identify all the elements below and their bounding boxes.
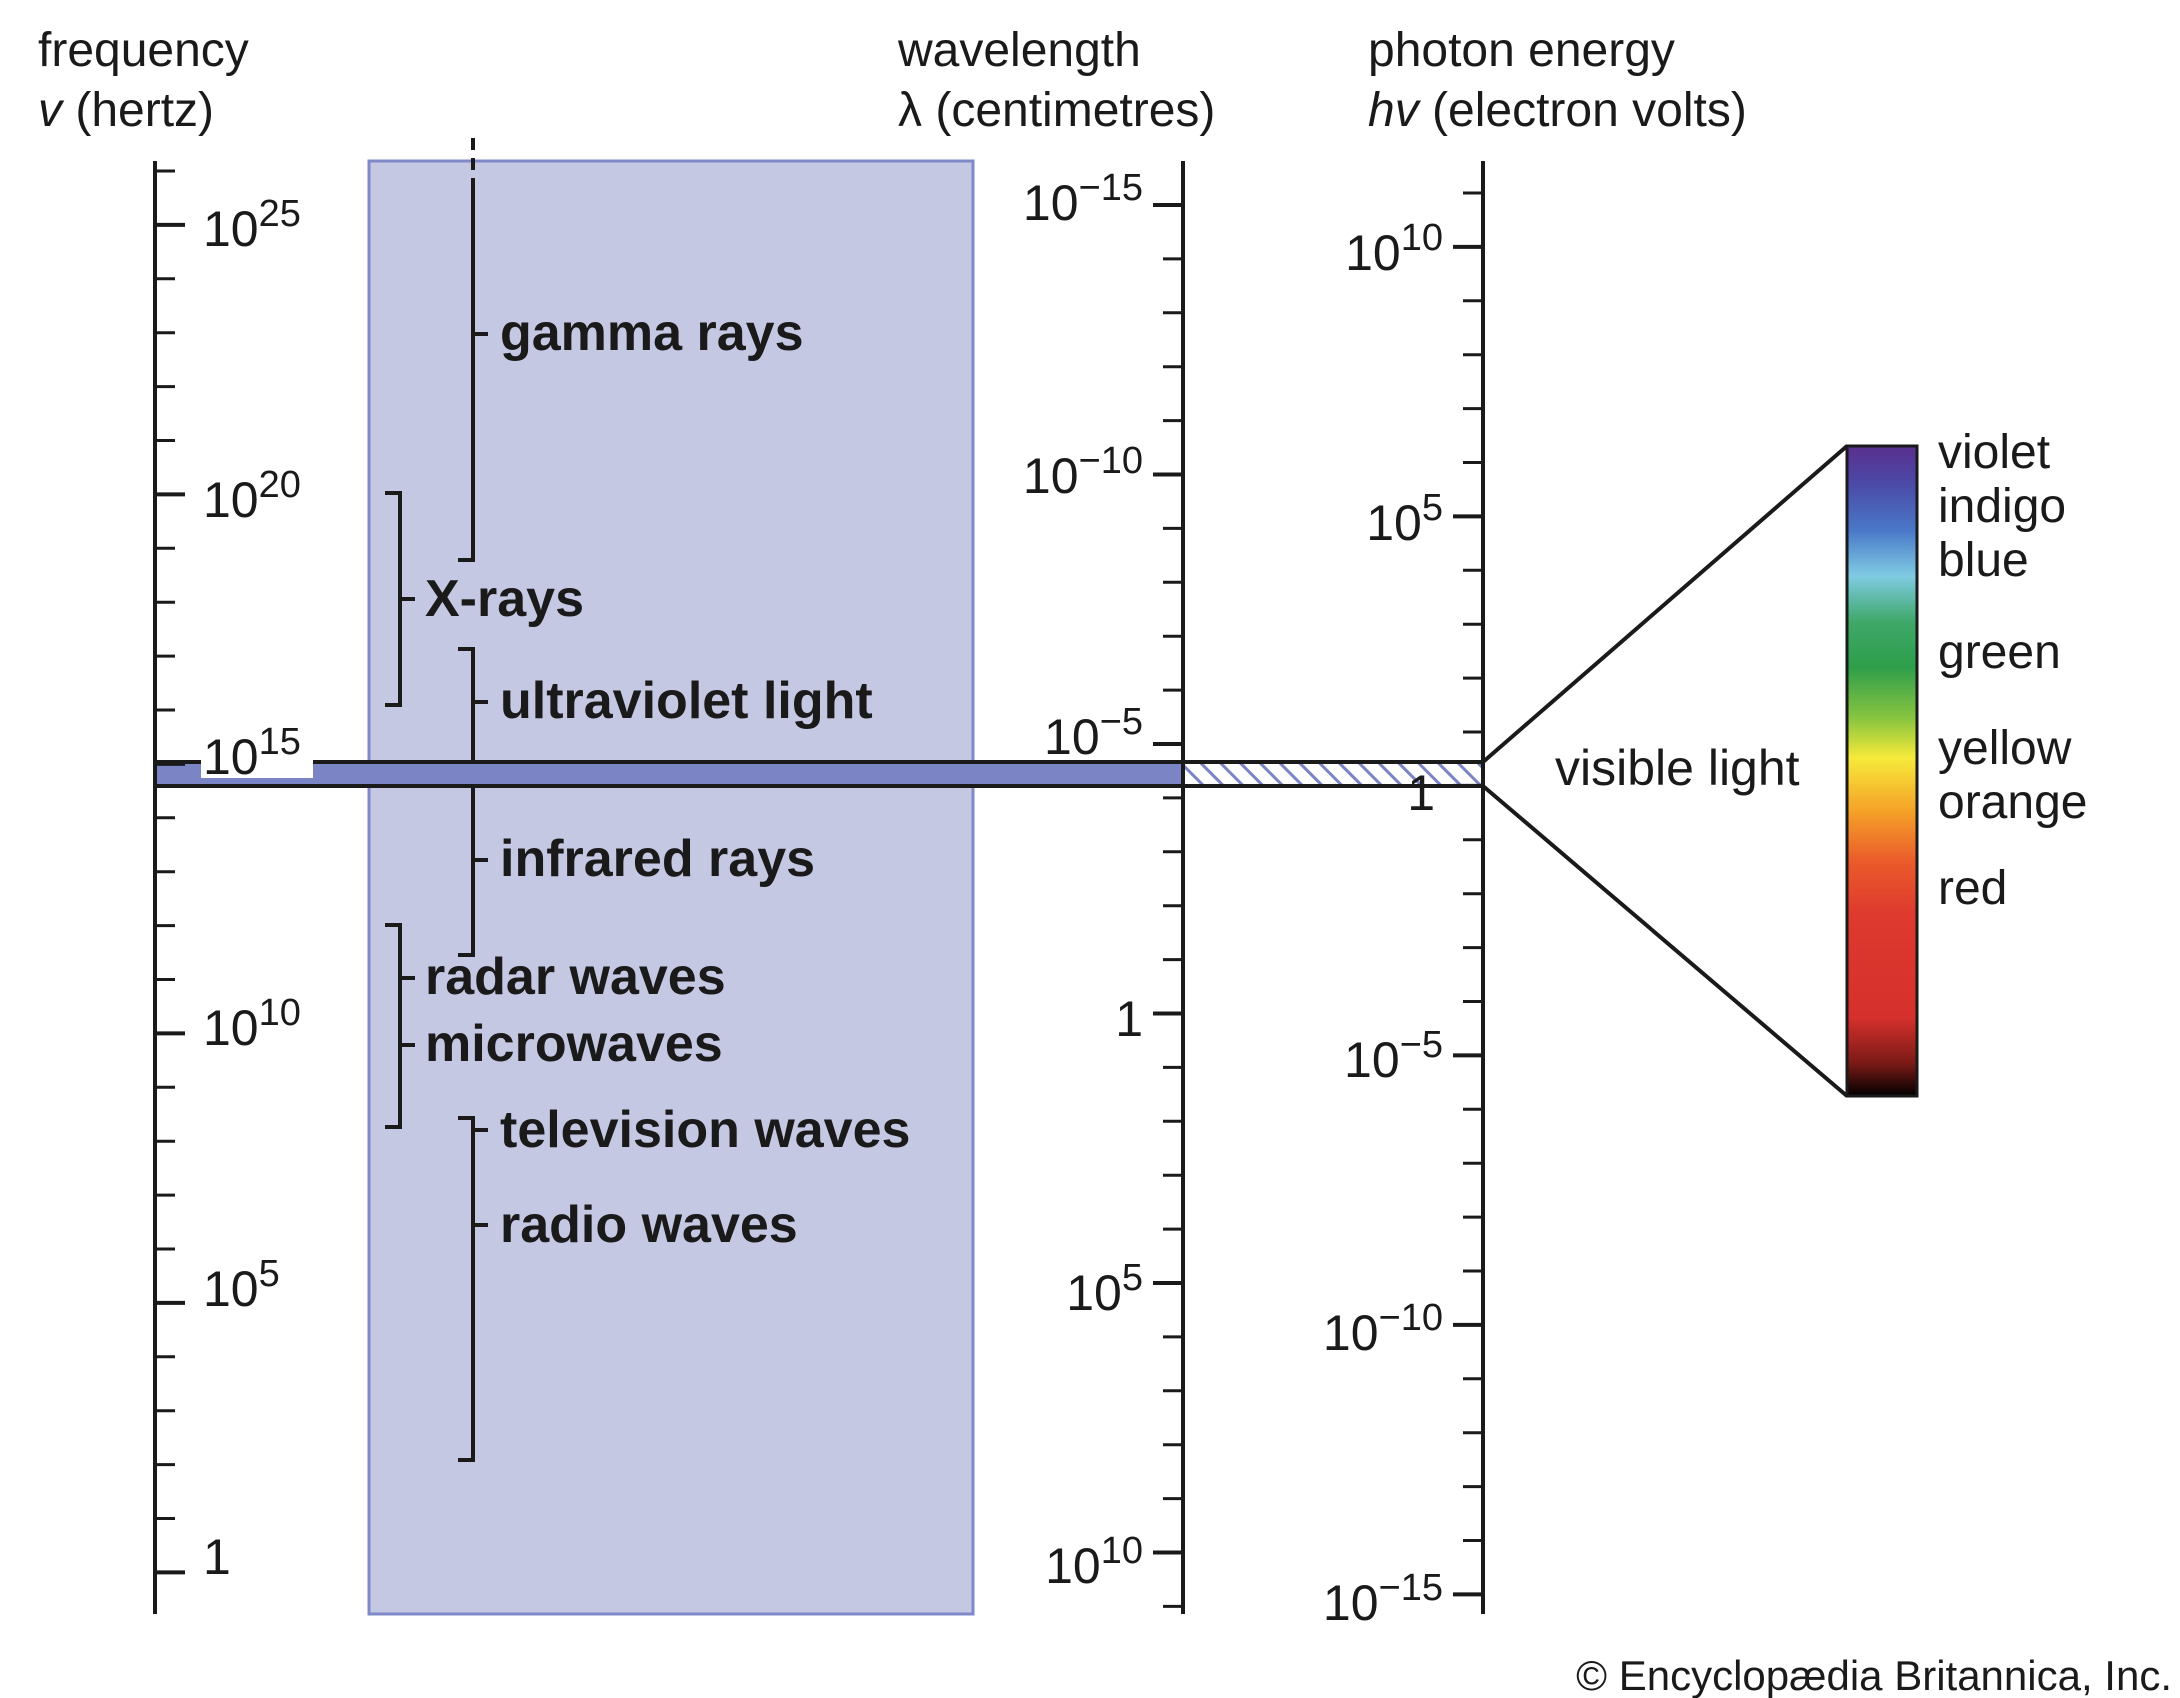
freq-label-1: 1	[203, 1529, 231, 1585]
energy-label-1e-10: 10−10	[1323, 1297, 1443, 1361]
visible-light-hatch	[1183, 762, 1483, 786]
radio-waves-label: radio waves	[500, 1196, 798, 1254]
blue-label: blue	[1938, 534, 2029, 587]
band-brackets	[385, 138, 488, 1462]
ultraviolet-label: ultraviolet light	[500, 672, 873, 730]
energy-ticks	[1453, 191, 1483, 1597]
frequency-unit: v (hertz)	[38, 84, 214, 137]
freq-label-1e5: 105	[203, 1253, 280, 1317]
wavelength-unit: λ (centimetres)	[898, 84, 1215, 137]
orange-label: orange	[1938, 776, 2087, 829]
energy-label-1e-15: 10−15	[1323, 1567, 1443, 1631]
wave-label-1e-10: 10−10	[1023, 440, 1143, 504]
visible-light-label: visible light	[1555, 740, 1800, 796]
yellow-label: yellow	[1938, 722, 2072, 775]
visible-expansion-lines	[1481, 444, 1849, 1098]
wave-label-1e10: 1010	[1045, 1530, 1143, 1594]
wavelength-ticks	[1153, 203, 1183, 1608]
freq-label-1e10: 1010	[203, 992, 301, 1056]
wave-label-1e5: 105	[1066, 1257, 1143, 1321]
radar-microwave-bracket	[385, 923, 402, 1129]
gamma-rays-label: gamma rays	[500, 304, 804, 362]
microwaves-label: microwaves	[425, 1015, 723, 1073]
frequency-title: frequency	[38, 24, 249, 77]
freq-label-1e20: 1020	[203, 464, 301, 528]
spectrum-band-region	[367, 159, 975, 1616]
wavelength-header: wavelength λ (centimetres)	[897, 24, 1215, 137]
violet-label: violet	[1938, 426, 2050, 479]
energy-label-1e-5: 10−5	[1344, 1024, 1443, 1088]
indigo-label: indigo	[1938, 480, 2066, 533]
copyright-credit: © Encyclopædia Britannica, Inc.	[1576, 1652, 2172, 1698]
frequency-ticks	[155, 169, 185, 1575]
visible-spectrum-strip	[1845, 444, 1919, 1098]
red-label: red	[1938, 862, 2007, 915]
uv-bracket	[458, 647, 475, 762]
freq-label-1e15: 1015	[203, 721, 301, 785]
energy-title: photon energy	[1368, 24, 1675, 77]
wave-label-1e-15: 10−15	[1023, 167, 1143, 231]
expansion-lower-line	[1481, 784, 1849, 1098]
energy-label-1: 1	[1407, 765, 1435, 821]
infrared-bracket	[458, 786, 475, 957]
frequency-header: frequency v (hertz)	[38, 24, 249, 137]
freq-label-backdrop	[201, 724, 313, 778]
tv-radio-bracket	[458, 1116, 475, 1462]
gamma-bracket	[458, 190, 475, 562]
freq-label-1e25: 1025	[203, 193, 301, 257]
wave-label-1e-5: 10−5	[1044, 701, 1143, 765]
x-rays-label: X-rays	[425, 570, 584, 628]
expansion-upper-line	[1481, 444, 1849, 764]
energy-header: photon energy hv (electron volts)	[1368, 24, 1747, 137]
radar-waves-label: radar waves	[425, 948, 726, 1006]
energy-label-1e10: 1010	[1345, 217, 1443, 281]
energy-label-1e5: 105	[1366, 487, 1443, 551]
infrared-label: infrared rays	[500, 830, 815, 888]
wavelength-title: wavelength	[897, 24, 1141, 77]
green-label: green	[1938, 626, 2061, 679]
visible-light-bar	[155, 762, 1183, 786]
energy-unit: hv (electron volts)	[1368, 84, 1747, 137]
television-waves-label: television waves	[500, 1101, 910, 1159]
wave-label-1: 1	[1115, 991, 1143, 1047]
